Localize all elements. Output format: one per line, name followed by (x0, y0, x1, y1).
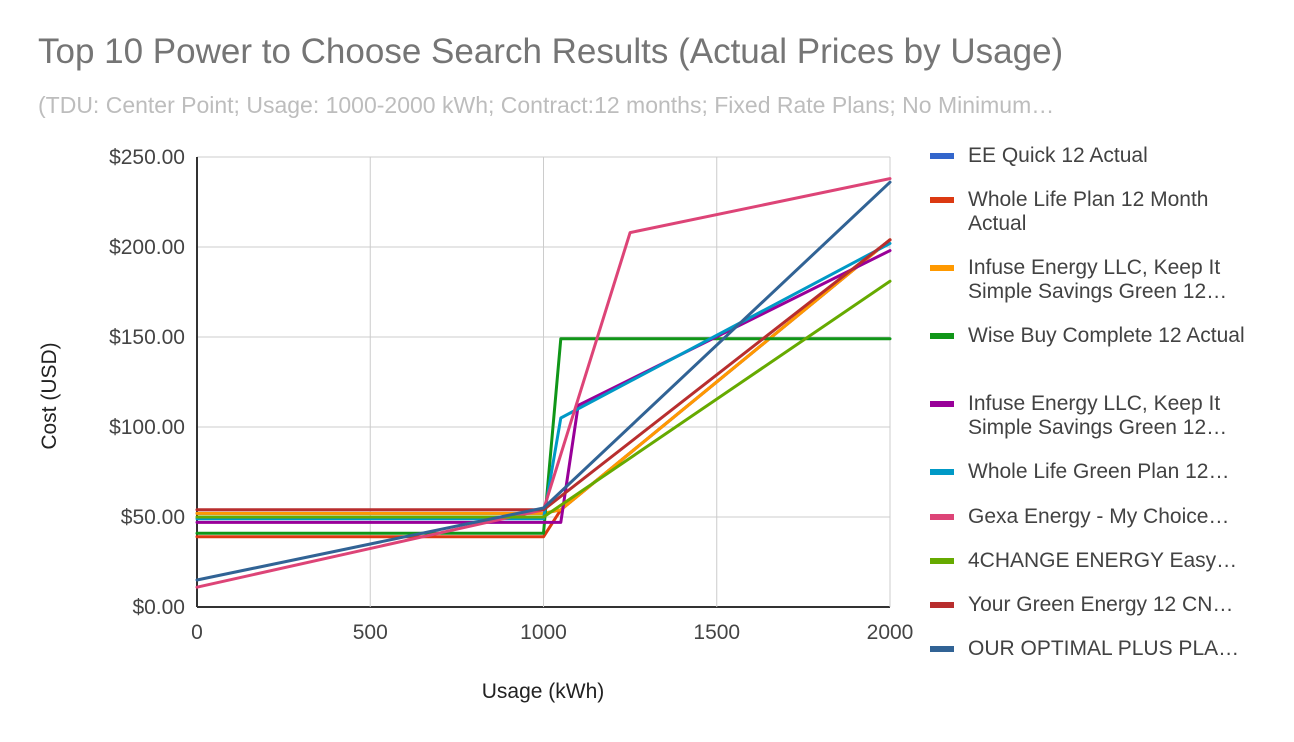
legend-swatch (930, 333, 954, 339)
legend-label: Infuse Energy LLC, Keep It Simple Saving… (968, 392, 1228, 439)
y-tick-label: $200.00 (109, 236, 185, 259)
legend-swatch (930, 469, 954, 475)
chart-subtitle: (TDU: Center Point; Usage: 1000-2000 kWh… (38, 92, 1055, 118)
y-tick-label: $0.00 (132, 596, 185, 619)
x-tick-label: 1500 (693, 621, 740, 644)
y-tick-label: $150.00 (109, 326, 185, 349)
legend-label: 4CHANGE ENERGY Easy… (968, 549, 1238, 572)
legend-swatch (930, 197, 954, 203)
legend-swatch (930, 265, 954, 271)
legend-swatch (930, 602, 954, 608)
x-axis-title: Usage (kWh) (482, 680, 605, 703)
x-tick-label: 1000 (520, 621, 567, 644)
series-line-10 (195, 180, 892, 582)
legend-swatch (930, 646, 954, 652)
y-tick-label: $250.00 (109, 146, 185, 169)
legend-label: Wise Buy Complete 12 Actual (968, 324, 1245, 347)
y-axis-title: Cost (USD) (38, 342, 61, 449)
legend-swatch (930, 558, 954, 564)
legend-label: Infuse Energy LLC, Keep It Simple Saving… (968, 256, 1228, 303)
legend-label: Whole Life Green Plan 12… (968, 460, 1230, 483)
legend-label: EE Quick 12 Actual (968, 144, 1148, 167)
legend-label: Whole Life Plan 12 Month Actual (968, 188, 1209, 235)
legend-label: Gexa Energy - My Choice… (968, 505, 1230, 528)
legend-label: Your Green Energy 12 CN… (968, 593, 1234, 616)
chart-title: Top 10 Power to Choose Search Results (A… (38, 32, 1064, 71)
x-tick-label: 2000 (867, 621, 914, 644)
axis-ticks: $0.00 $50.00 $100.00 $150.00 $200.00 $250.00 0… (109, 146, 913, 644)
legend-swatch (930, 401, 954, 407)
legend-swatch (930, 153, 954, 159)
series-line-8 (195, 279, 892, 519)
y-tick-label: $50.00 (121, 506, 185, 529)
x-tick-label: 500 (353, 621, 388, 644)
y-tick-label: $100.00 (109, 416, 185, 439)
x-tick-label: 0 (191, 621, 203, 644)
legend-swatch (930, 514, 954, 520)
series-line-9 (195, 238, 892, 512)
series-line-6 (195, 241, 892, 521)
series-lines (195, 177, 892, 589)
grid-lines (196, 156, 891, 608)
series-line-7 (195, 177, 892, 589)
legend-label: OUR OPTIMAL PLUS PLA… (968, 637, 1240, 660)
